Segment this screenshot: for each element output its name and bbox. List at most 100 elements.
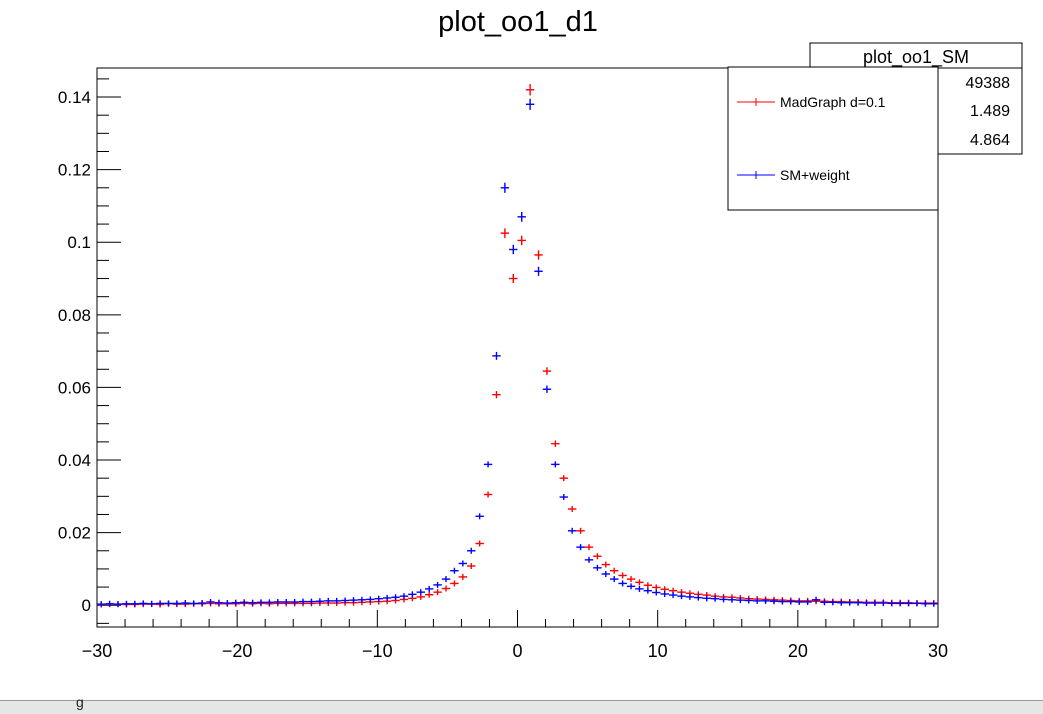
data-point	[315, 598, 325, 605]
data-point	[122, 600, 131, 607]
data-point	[601, 561, 611, 568]
data-point	[551, 461, 560, 468]
data-point	[517, 211, 526, 222]
data-marks	[97, 84, 938, 608]
data-point	[483, 491, 493, 498]
data-point	[298, 598, 308, 605]
data-point	[668, 592, 678, 599]
data-point	[147, 600, 156, 607]
data-point	[576, 527, 585, 534]
data-point	[206, 598, 215, 605]
data-point	[475, 513, 484, 520]
data-point	[837, 599, 846, 606]
data-point	[593, 564, 602, 571]
data-point	[610, 567, 619, 574]
data-point	[845, 599, 854, 606]
data-point	[181, 600, 190, 607]
data-point	[710, 595, 720, 602]
data-point	[382, 594, 392, 601]
data-point	[828, 599, 838, 606]
y-tick-label: 0.02	[58, 524, 91, 543]
x-tick-label: 0	[512, 641, 522, 661]
data-point	[172, 600, 182, 607]
data-point	[467, 563, 476, 570]
data-point	[820, 599, 829, 606]
stats-entries-value: 49388	[966, 75, 1011, 92]
legend-label-sm-weight: SM+weight	[780, 167, 850, 183]
data-point	[643, 587, 653, 594]
data-point	[324, 597, 333, 604]
data-point	[231, 599, 240, 606]
data-point	[130, 600, 140, 607]
data-point	[567, 527, 577, 534]
data-point	[424, 585, 434, 592]
legend-label-madgraph: MadGraph d=0.1	[780, 94, 886, 110]
data-point	[803, 598, 812, 605]
data-point	[811, 596, 821, 603]
data-point	[340, 597, 350, 604]
data-point	[416, 589, 425, 596]
data-point	[239, 599, 249, 606]
data-point	[912, 600, 922, 607]
x-tick-label: 20	[788, 641, 808, 661]
data-point	[450, 567, 459, 574]
data-point	[559, 475, 568, 482]
data-point	[256, 599, 266, 606]
data-point	[635, 579, 644, 586]
data-point	[483, 461, 493, 468]
data-point	[677, 593, 686, 600]
data-point	[332, 597, 341, 604]
data-point	[197, 600, 207, 607]
x-tick-label: 10	[648, 641, 668, 661]
data-point	[290, 598, 299, 605]
data-point	[113, 601, 123, 608]
data-point	[769, 598, 779, 605]
data-point	[248, 599, 257, 606]
legend-entry-madgraph: MadGraph d=0.1	[737, 94, 886, 110]
y-tick-label: 0.1	[67, 233, 91, 252]
data-point	[223, 600, 232, 607]
x-tick-label: −10	[362, 641, 393, 661]
data-point	[458, 573, 468, 580]
data-point	[584, 556, 594, 563]
data-point	[307, 598, 316, 605]
data-point	[626, 576, 636, 583]
data-point	[786, 598, 796, 605]
data-point	[366, 596, 375, 603]
data-point	[467, 547, 476, 554]
data-point	[904, 600, 913, 607]
y-axis: 0 0.02 0.04 0.06 0.08 0.1 0.12 0.14	[58, 78, 121, 624]
data-point	[139, 600, 148, 607]
data-point	[525, 98, 535, 110]
status-text: g	[76, 694, 84, 710]
data-point	[273, 598, 283, 605]
data-point	[895, 600, 905, 607]
data-point	[492, 391, 501, 399]
y-tick-label: 0	[82, 596, 91, 615]
series-sm-weight	[97, 98, 938, 608]
x-tick-label: −20	[222, 641, 253, 661]
data-point	[441, 585, 451, 592]
data-point	[879, 600, 888, 607]
data-point	[635, 585, 644, 592]
data-point	[761, 597, 770, 604]
data-point	[929, 600, 938, 607]
data-point	[618, 580, 627, 587]
data-point	[189, 600, 198, 607]
data-point	[509, 274, 518, 284]
data-point	[399, 593, 409, 600]
data-point	[450, 580, 459, 587]
data-point	[626, 583, 636, 590]
data-point	[719, 596, 728, 603]
data-point	[551, 440, 560, 447]
y-tick-label: 0.04	[58, 451, 91, 470]
data-point	[870, 600, 880, 607]
y-tick-label: 0.06	[58, 378, 91, 397]
data-point	[492, 351, 501, 360]
data-point	[652, 584, 661, 591]
data-point	[542, 367, 552, 375]
data-point	[744, 597, 753, 604]
data-point	[643, 582, 653, 589]
data-point	[652, 589, 661, 596]
